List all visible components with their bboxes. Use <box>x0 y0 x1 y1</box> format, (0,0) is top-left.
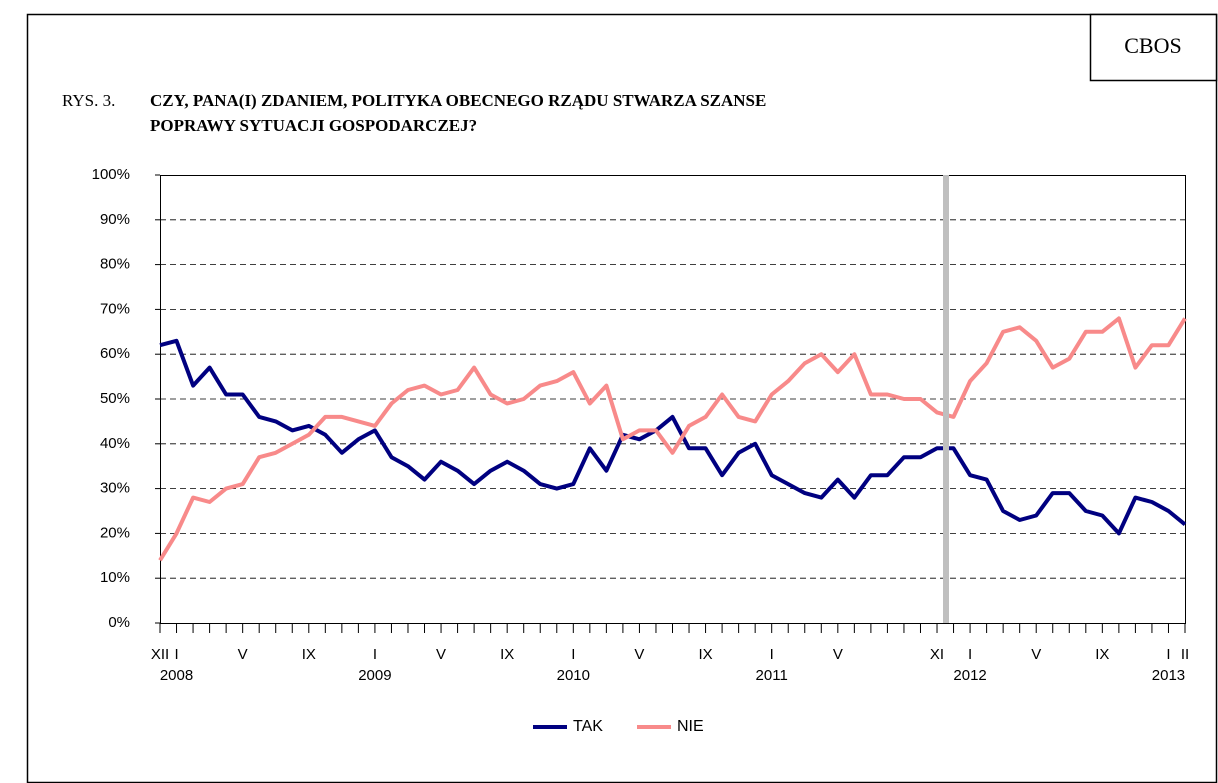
x-tick-label: I <box>770 646 774 663</box>
year-label: 2010 <box>557 667 590 684</box>
x-tick-label: V <box>436 646 446 663</box>
x-tick-label: I <box>373 646 377 663</box>
x-tick-label: V <box>833 646 843 663</box>
y-tick-label: 0% <box>108 614 130 631</box>
y-tick-label: 40% <box>100 435 130 452</box>
legend-label: NIE <box>677 718 704 735</box>
x-tick-label: I <box>174 646 178 663</box>
x-tick-label: XII <box>151 646 169 663</box>
chart-title: POPRAWY SYTUACJI GOSPODARCZEJ? <box>150 116 477 135</box>
x-tick-label: IX <box>1095 646 1109 663</box>
badge-box <box>1089 13 1218 82</box>
badge: CBOS <box>1124 33 1181 58</box>
chart-title: CZY, PANA(I) ZDANIEM, POLITYKA OBECNEGO … <box>150 91 766 110</box>
year-label: 2011 <box>756 667 788 684</box>
y-tick-label: 30% <box>100 480 130 497</box>
y-tick-label: 80% <box>100 256 130 273</box>
x-tick-label: I <box>571 646 575 663</box>
year-label: 2008 <box>160 667 193 684</box>
y-tick-label: 10% <box>100 569 130 586</box>
year-label: 2012 <box>953 667 986 684</box>
y-tick-label: 100% <box>92 166 130 183</box>
x-tick-label: IX <box>698 646 712 663</box>
x-tick-label: IX <box>302 646 316 663</box>
year-label: 2013 <box>1152 667 1185 684</box>
series-line <box>159 338 1187 536</box>
x-tick-label: XI <box>930 646 944 663</box>
figure-label: RYS. 3. <box>62 91 115 110</box>
y-tick-label: 60% <box>100 345 130 362</box>
separator <box>943 175 949 623</box>
y-tick-label: 70% <box>100 300 130 317</box>
x-tick-label: II <box>1181 646 1189 663</box>
x-tick-label: IX <box>500 646 514 663</box>
series-line <box>158 316 1187 562</box>
year-label: 2009 <box>358 667 391 684</box>
x-tick-label: V <box>238 646 248 663</box>
y-tick-label: 50% <box>100 390 130 407</box>
x-tick-label: I <box>968 646 972 663</box>
y-tick-label: 20% <box>100 524 130 541</box>
plot-area <box>160 175 1186 624</box>
y-tick-label: 90% <box>100 211 130 228</box>
x-tick-label: V <box>634 646 644 663</box>
legend-label: TAK <box>573 718 603 735</box>
x-tick-label: I <box>1166 646 1170 663</box>
x-tick-label: V <box>1031 646 1041 663</box>
